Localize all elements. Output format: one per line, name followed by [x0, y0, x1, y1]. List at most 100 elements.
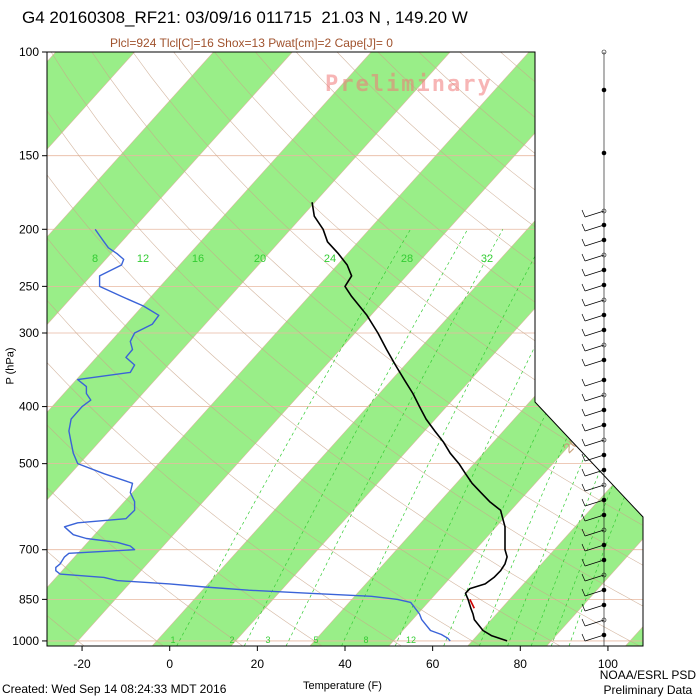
dry-adiabat	[50, 52, 643, 646]
wind-barb-staff	[584, 574, 605, 582]
sounding-series	[55, 202, 508, 642]
wind-barb-staff	[584, 514, 605, 522]
wind-barb-dot	[601, 342, 607, 348]
wind-barb-flag	[581, 558, 586, 567]
isotherm-line	[73, 52, 609, 646]
mixing-ratio-label: 1	[170, 635, 175, 645]
wind-barb-staff	[584, 439, 605, 447]
wind-barb-column	[581, 49, 607, 646]
wind-barb-staff	[584, 284, 605, 292]
wind-barb-staff	[584, 269, 605, 277]
y-tick-label: 400	[19, 400, 39, 414]
mixing-ratio-label: 12	[137, 253, 149, 265]
isotherm-label: -10	[533, 251, 559, 277]
wind-barb-staff	[584, 469, 605, 477]
temperature-axis: -20 0 20 40 60 80 100	[73, 646, 618, 671]
dry-adiabat	[47, 52, 402, 646]
wind-barb-flag	[581, 343, 586, 352]
dry-adiabat	[132, 52, 643, 646]
dry-adiabat	[47, 52, 243, 646]
pressure-axis: 100 150 200 250 300 400 500 700 850 1000	[12, 45, 47, 648]
x-tick-label: 60	[426, 657, 440, 671]
dry-adiabat	[47, 52, 323, 646]
dry-adiabat	[664, 52, 700, 646]
wind-barb-dot	[601, 617, 607, 623]
wind-barb-staff	[584, 329, 605, 337]
wind-barb-staff	[584, 239, 605, 247]
wind-barb-staff	[584, 604, 605, 612]
y-tick-label: 300	[19, 326, 39, 340]
wind-barb-flag	[581, 438, 586, 447]
isotherm-line	[47, 52, 293, 646]
wind-barb-flag	[581, 603, 586, 612]
preliminary-watermark: Preliminary	[325, 72, 493, 97]
wind-barb-flag	[581, 393, 586, 402]
isotherm-line	[625, 52, 643, 646]
isotherm-line	[230, 52, 643, 646]
wind-barb-flag	[581, 358, 586, 367]
source-line-1: NOAA/ESRL PSD	[599, 668, 696, 682]
wind-barb-flag	[581, 513, 586, 522]
wind-barb-dot	[601, 297, 607, 303]
wind-barb-flag	[581, 298, 586, 307]
chart-subtitle: Plcl=924 Tlcl[C]=16 Shox=13 Pwat[cm]=2 C…	[110, 36, 393, 50]
wind-barb-flag	[581, 378, 586, 387]
wind-barb-staff	[584, 359, 605, 367]
isotherm-band	[625, 52, 643, 646]
wind-barb-flag	[581, 573, 586, 582]
wind-barb-staff	[584, 254, 605, 262]
wind-barb-staff	[584, 314, 605, 322]
mixing-ratio-label: 28	[401, 253, 413, 265]
wind-barb-staff	[584, 619, 605, 627]
dry-adiabat	[214, 52, 643, 646]
y-tick-label: 850	[19, 592, 39, 606]
isotherm-band	[467, 52, 643, 646]
wind-barb-staff	[584, 499, 605, 507]
x-tick-label: 0	[166, 657, 173, 671]
wind-barb-flag	[581, 313, 586, 322]
isotherm-line	[546, 52, 643, 646]
isotherm-band	[47, 52, 293, 646]
y-tick-label: 700	[19, 543, 39, 557]
wind-barb-flag	[581, 328, 586, 337]
mixing-ratio-line	[285, 229, 504, 646]
mixing-ratio-label: 8	[92, 253, 98, 265]
x-tick-label: 40	[338, 657, 352, 671]
wind-barb-flag	[581, 483, 586, 492]
isotherm-bands	[47, 52, 643, 646]
y-tick-label: 500	[19, 457, 39, 471]
y-tick-label: 100	[19, 45, 39, 59]
wind-barb-dot	[601, 572, 607, 578]
wind-barb-flag	[581, 423, 586, 432]
source-credit: NOAA/ESRL PSD Preliminary Data	[600, 668, 696, 698]
wind-barb-flag	[581, 223, 586, 232]
wind-barb-staff	[584, 379, 605, 387]
isotherm-label: 10	[547, 392, 569, 414]
y-tick-label: 250	[19, 279, 39, 293]
dry-adiabat	[47, 52, 643, 646]
wind-barb-dot	[601, 49, 607, 55]
y-axis-label: P (hPa)	[4, 347, 17, 385]
wind-barb-staff	[584, 589, 605, 597]
wind-barb-dot	[601, 527, 607, 533]
wind-barb-flag	[581, 408, 586, 417]
wind-barb-flag	[581, 543, 586, 552]
mixing-ratio-label: 20	[254, 253, 266, 265]
wind-barb-flag	[581, 528, 586, 537]
wind-barb-staff	[584, 344, 605, 352]
wind-barb-flag	[581, 498, 586, 507]
y-tick-label: 150	[19, 149, 39, 163]
x-tick-label: -20	[73, 657, 91, 671]
dewpoint-line	[55, 228, 451, 642]
mixing-ratio-labels: 8 12 16 20 24 28 321 2 3 5 8 12	[92, 253, 493, 645]
mixing-ratio-label: 12	[406, 635, 416, 645]
isotherm-label: 30	[619, 470, 641, 492]
mixing-ratio-label: 32	[481, 253, 493, 265]
dry-adiabat	[47, 52, 640, 646]
dry-adiabat	[47, 52, 164, 646]
isotherm-line	[47, 52, 530, 646]
wind-barb-dot	[601, 437, 607, 443]
wind-barb-staff	[584, 484, 605, 492]
x-axis-label: Temperature (F)	[303, 680, 382, 692]
